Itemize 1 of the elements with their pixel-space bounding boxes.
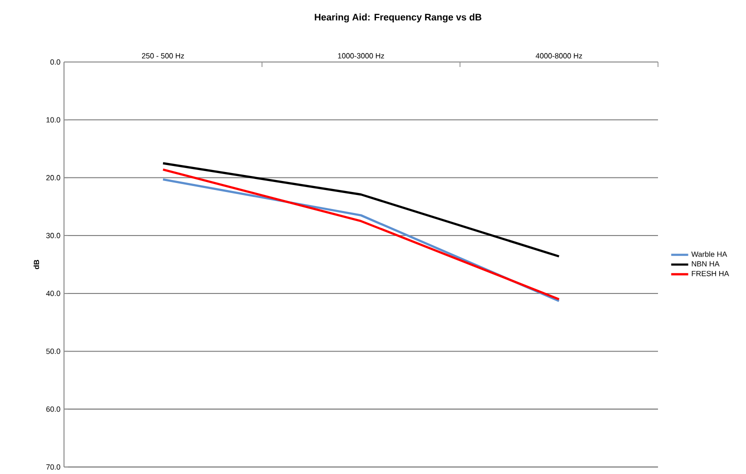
chart-title: Hearing Aid: Frequency Range vs dB (314, 14, 482, 22)
